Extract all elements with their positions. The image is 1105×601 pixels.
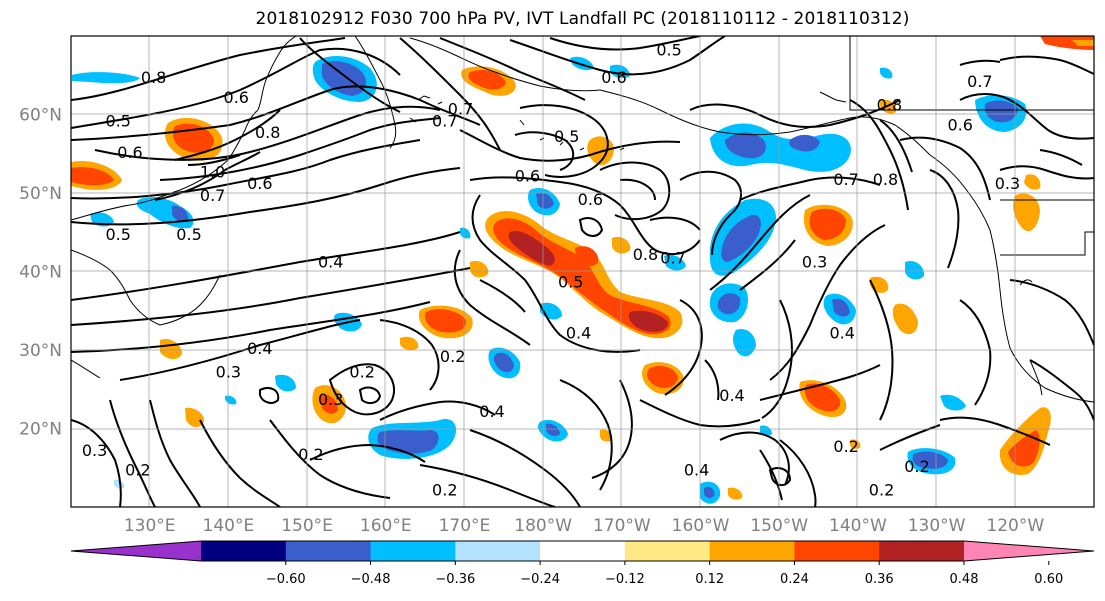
longitude-label: 160°W: [672, 516, 730, 536]
contour-label: 0.6: [947, 115, 972, 134]
colorbar-tick-label: 0.24: [780, 572, 809, 587]
contour-label: 0.3: [82, 441, 107, 460]
contour-label: 0.4: [719, 386, 744, 405]
colorbar-outline: [70, 540, 1095, 562]
longitude-label: 150°W: [750, 516, 808, 536]
colorbar-tick-label: −0.48: [351, 572, 391, 587]
colorbar-swatch: [709, 541, 795, 561]
contour-label: 0.3: [216, 363, 241, 382]
contour-label: 0.3: [802, 253, 827, 272]
longitude-label: 140°E: [203, 516, 255, 536]
longitude-label: 160°E: [360, 516, 412, 536]
contour-label: 0.5: [656, 41, 681, 60]
contour-label: 0.6: [224, 88, 249, 107]
colorbar-tick-label: −0.12: [605, 572, 645, 587]
contour-label: 0.2: [349, 363, 374, 382]
figure-title: 2018102912 F030 700 hPa PV, IVT Landfall…: [255, 9, 910, 29]
contour-label: 0.8: [633, 245, 658, 264]
positive-anomaly-blobs: [71, 36, 1094, 500]
contour-label: 0.7: [967, 72, 992, 91]
colorbar-swatch: [285, 541, 372, 561]
longitude-label: 130°W: [908, 516, 966, 536]
contour-label: 0.2: [833, 437, 858, 456]
contour-label: 0.6: [578, 190, 603, 209]
contour-label: 0.4: [318, 253, 343, 272]
colorbar-swatch: [624, 541, 711, 561]
contour-label: 0.5: [105, 111, 130, 130]
contour-label: 1.0: [200, 162, 225, 181]
contour-label: 0.5: [554, 127, 579, 146]
colorbar-tick-label: −0.24: [520, 572, 560, 587]
latitude-label: 20°N: [19, 420, 62, 440]
contour-label: 0.7: [448, 100, 473, 119]
latitude-label: 40°N: [19, 263, 62, 283]
latitude-label: 30°N: [19, 341, 62, 361]
colorbar-extend-low: [71, 541, 201, 561]
contour-label: 0.4: [247, 339, 272, 358]
contour-label: 0.2: [904, 457, 929, 476]
map-frame: [70, 35, 1095, 508]
contour-label: 0.5: [176, 225, 201, 244]
contour-label: 0.6: [247, 174, 272, 193]
contour-label: 0.4: [566, 323, 591, 342]
contour-labels: 0.8 0.6 0.8 0.5 0.6 1.0 0.7 0.6 0.5 0.5 0.4 0.4 0.3 0…: [82, 41, 1020, 500]
colorbar-swatch: [201, 541, 287, 561]
contour-label: 0.2: [869, 480, 894, 499]
contour-label: 0.8: [141, 68, 166, 87]
map-panel: 0.8 0.6 0.8 0.5 0.6 1.0 0.7 0.6 0.5 0.5 0.4 0.4 0.3 0…: [70, 35, 1095, 508]
contour-label: 0.8: [873, 170, 898, 189]
contour-label: 0.3: [995, 174, 1020, 193]
colorbar-swatch: [455, 541, 541, 561]
contour-label: 0.4: [479, 402, 504, 421]
contour-label: 0.6: [515, 166, 540, 185]
latitude-label: 60°N: [19, 106, 62, 126]
contour-label: 0.3: [318, 390, 343, 409]
contour-label: 0.8: [255, 123, 280, 142]
colorbar-tick-label: 0.12: [695, 572, 724, 587]
longitude-label: 180°W: [514, 516, 572, 536]
colorbar-swatch: [540, 541, 626, 561]
longitude-label: 120°W: [986, 516, 1044, 536]
contour-label: 0.2: [440, 347, 465, 366]
contour-label: 0.6: [601, 68, 626, 87]
colorbar-swatch: [794, 541, 880, 561]
colorbar-extend-high: [964, 541, 1094, 561]
longitude-label: 170°W: [593, 516, 651, 536]
longitude-labels: 130°E 140°E 150°E 160°E 170°E 180°W 170°W 160°W…: [124, 516, 1045, 536]
longitude-label: 140°W: [829, 516, 887, 536]
contour-label: 0.4: [829, 323, 854, 342]
coastlines: [71, 36, 1094, 403]
latitude-label: 50°N: [19, 184, 62, 204]
longitude-label: 150°E: [281, 516, 333, 536]
contour-label: 0.7: [660, 249, 685, 268]
colorbar-tick-label: 0.48: [950, 572, 979, 587]
contour-label: 0.6: [117, 143, 142, 162]
contour-label: 0.5: [558, 272, 583, 291]
contour-label: 0.7: [200, 186, 225, 205]
contour-label: 0.7: [432, 111, 457, 130]
pv-contour-lines: [71, 36, 1094, 507]
colorbar-tick-label: −0.60: [266, 572, 306, 587]
colorbar-swatch: [879, 541, 965, 561]
contour-label: 0.2: [432, 480, 457, 499]
longitude-label: 130°E: [124, 516, 176, 536]
contour-label: 0.2: [125, 461, 150, 480]
contour-label: 0.8: [877, 96, 902, 115]
contour-label: 0.4: [684, 461, 709, 480]
colorbar-tick-label: 0.60: [1034, 572, 1063, 587]
contour-label: 0.2: [298, 445, 323, 464]
graticule: [71, 36, 1094, 507]
longitude-label: 170°E: [439, 516, 491, 536]
contour-label: 0.7: [833, 170, 858, 189]
latitude-labels: 60°N 50°N 40°N 30°N 20°N: [19, 106, 62, 440]
contour-label: 0.5: [105, 225, 130, 244]
colorbar-tick-label: −0.36: [435, 572, 475, 587]
colorbar: −0.60 −0.48 −0.36 −0.24 −0.12 0.12 0.24 0.36 0.4…: [70, 540, 1095, 587]
colorbar-swatch: [370, 541, 456, 561]
colorbar-tick-label: 0.36: [865, 572, 894, 587]
